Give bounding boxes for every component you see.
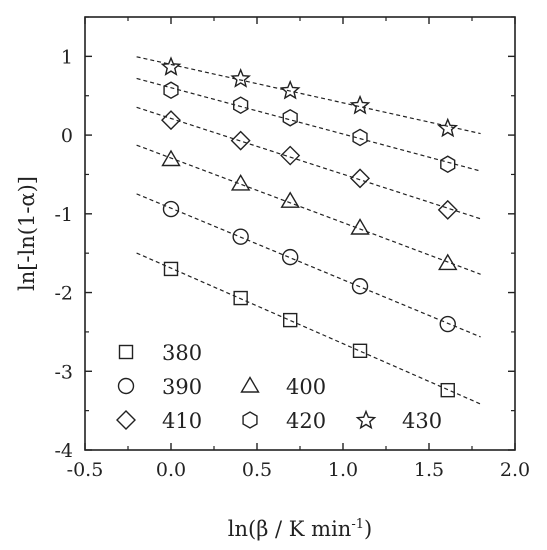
marker-390 — [162, 200, 180, 218]
legend-marker-400 — [240, 376, 260, 393]
marker-380 — [440, 382, 455, 398]
marker-390 — [439, 315, 456, 333]
legend-marker-430 — [355, 409, 377, 430]
y-tick-label: 1 — [61, 46, 73, 68]
marker-430 — [437, 117, 459, 138]
x-tick-label: -0.5 — [67, 459, 104, 481]
marker-380 — [163, 261, 179, 277]
marker-410 — [350, 168, 371, 189]
marker-420 — [163, 81, 179, 100]
x-tick-label: 1.0 — [328, 459, 358, 481]
marker-420 — [282, 108, 298, 127]
marker-410 — [437, 199, 458, 220]
fit-lines — [136, 56, 481, 405]
y-tick-label: -1 — [54, 204, 73, 226]
x-tick-label: 2.0 — [500, 459, 530, 481]
marker-430 — [160, 56, 182, 76]
legend-label-390: 390 — [162, 375, 202, 399]
legend-marker-420 — [242, 411, 258, 429]
y-axis-title: ln[-ln(1-α)] — [15, 176, 39, 291]
fit-line-410 — [136, 106, 481, 220]
marker-390 — [232, 228, 249, 245]
y-tick-label: -4 — [54, 440, 73, 462]
x-axis-title: ln(β / K min-1) — [228, 517, 372, 541]
marker-380 — [282, 312, 298, 328]
legend-marker-380 — [118, 344, 134, 360]
fit-line-400 — [136, 144, 481, 275]
y-tick-label: -2 — [54, 283, 73, 305]
marker-420 — [440, 155, 456, 174]
marker-430 — [279, 79, 301, 100]
legend-label-430: 430 — [402, 409, 442, 433]
legend-label-400: 400 — [286, 375, 326, 399]
legend-label-420: 420 — [286, 409, 326, 433]
marker-410 — [161, 110, 181, 131]
marker-420 — [352, 128, 368, 147]
y-tick-label: 0 — [61, 125, 73, 147]
marker-430 — [349, 94, 371, 115]
legend-marker-410 — [116, 410, 136, 430]
marker-400 — [280, 191, 300, 208]
legend-label-380: 380 — [162, 341, 202, 365]
x-tick-label: 1.5 — [414, 459, 444, 481]
marker-390 — [281, 248, 299, 266]
marker-410 — [230, 130, 251, 151]
marker-410 — [280, 145, 301, 166]
legend-marker-390 — [117, 377, 135, 395]
x-tick-label: 0.5 — [242, 459, 272, 481]
tick-labels: -0.5 0.0 0.5 1.0 1.5 2.0 -4 -3 -2 -1 0 1 — [54, 46, 530, 481]
marker-390 — [351, 278, 369, 295]
marker-400 — [230, 174, 251, 191]
x-tick-label: 0.0 — [156, 459, 186, 481]
fit-line-430 — [136, 56, 481, 135]
marker-430 — [230, 68, 251, 88]
fit-line-420 — [136, 77, 481, 172]
marker-380 — [233, 290, 248, 306]
marker-420 — [233, 96, 249, 114]
axis-ticks — [84, 16, 516, 451]
fit-line-390 — [136, 193, 481, 338]
marker-400 — [161, 149, 181, 167]
marker-400 — [350, 218, 370, 235]
marker-380 — [352, 343, 368, 359]
data-markers — [160, 56, 459, 398]
marker-400 — [438, 253, 458, 271]
legend: 380 390 400 410 420 430 — [116, 341, 442, 433]
y-tick-label: -3 — [54, 361, 73, 383]
legend-label-410: 410 — [162, 409, 202, 433]
